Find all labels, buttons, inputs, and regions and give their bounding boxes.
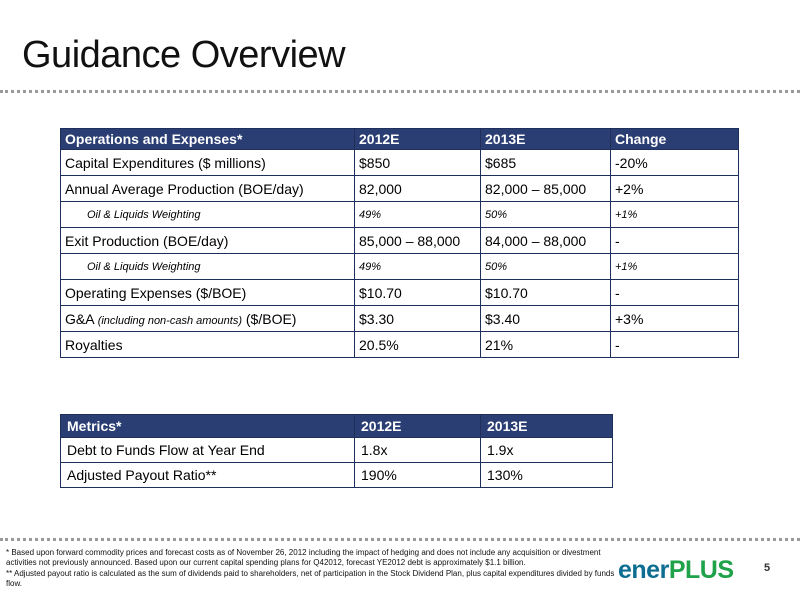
value-2013e: $685 xyxy=(480,149,611,176)
row-label: G&A xyxy=(65,310,94,327)
footnotes: * Based upon forward commodity prices an… xyxy=(6,548,616,589)
operations-table: Operations and Expenses* 2012E 2013E Cha… xyxy=(60,128,739,358)
header-2013e: 2013E xyxy=(480,128,611,150)
table-row: Adjusted Payout Ratio** 190% 130% xyxy=(60,462,613,488)
row-label: Capital Expenditures ($ millions) xyxy=(60,149,355,176)
title-divider xyxy=(0,90,800,93)
table-row: Operating Expenses ($/BOE) $10.70 $10.70… xyxy=(60,279,739,306)
row-label: Debt to Funds Flow at Year End xyxy=(60,437,355,463)
footnote-1: * Based upon forward commodity prices an… xyxy=(6,548,601,568)
table-row: Exit Production (BOE/day) 85,000 – 88,00… xyxy=(60,227,739,254)
row-label: Adjusted Payout Ratio** xyxy=(60,462,355,488)
value-change: -20% xyxy=(610,149,739,176)
value-change: - xyxy=(610,227,739,254)
table-header-row: Operations and Expenses* 2012E 2013E Cha… xyxy=(60,128,739,150)
value-2012e: $850 xyxy=(354,149,481,176)
value-2012e: 49% xyxy=(354,253,481,280)
value-2013e: 82,000 – 85,000 xyxy=(480,175,611,202)
row-label: Oil & Liquids Weighting xyxy=(60,253,355,280)
logo-text-ener: ener xyxy=(618,556,669,584)
value-2012e: 49% xyxy=(354,201,481,228)
value-2012e: 85,000 – 88,000 xyxy=(354,227,481,254)
row-label: Annual Average Production (BOE/day) xyxy=(60,175,355,202)
header-metrics: Metrics* xyxy=(60,414,355,438)
header-change: Change xyxy=(610,128,739,150)
table-row: Oil & Liquids Weighting 49% 50% +1% xyxy=(60,201,739,228)
row-label: Royalties xyxy=(60,331,355,358)
value-change: - xyxy=(610,279,739,306)
row-label-note: (including non-cash amounts) xyxy=(97,314,242,327)
row-label: Operating Expenses ($/BOE) xyxy=(60,279,355,306)
value-2012e: 190% xyxy=(354,462,481,488)
row-label: Oil & Liquids Weighting xyxy=(60,201,355,228)
footnote-2: ** Adjusted payout ratio is calculated a… xyxy=(6,568,615,588)
value-2013e: 84,000 – 88,000 xyxy=(480,227,611,254)
header-operations: Operations and Expenses* xyxy=(60,128,355,150)
page-title: Guidance Overview xyxy=(22,34,346,76)
value-2012e: 82,000 xyxy=(354,175,481,202)
value-change: - xyxy=(610,331,739,358)
value-2013e: 130% xyxy=(480,462,613,488)
value-2012e: 20.5% xyxy=(354,331,481,358)
logo-text-plus: PLUS xyxy=(668,556,734,584)
value-change: +1% xyxy=(610,253,739,280)
value-2013e: $10.70 xyxy=(480,279,611,306)
page-number: 5 xyxy=(764,562,771,574)
row-label: Exit Production (BOE/day) xyxy=(60,227,355,254)
value-2013e: 50% xyxy=(480,201,611,228)
table-row: Capital Expenditures ($ millions) $850 $… xyxy=(60,149,739,176)
value-2013e: 50% xyxy=(480,253,611,280)
header-2012e: 2012E xyxy=(354,128,481,150)
table-row: Oil & Liquids Weighting 49% 50% +1% xyxy=(60,253,739,280)
enerplus-logo: enerPLUS xyxy=(618,556,734,585)
value-change: +1% xyxy=(610,201,739,228)
value-2012e: $10.70 xyxy=(354,279,481,306)
value-change: +2% xyxy=(610,175,739,202)
metrics-table: Metrics* 2012E 2013E Debt to Funds Flow … xyxy=(60,414,613,488)
value-2013e: 1.9x xyxy=(480,437,613,463)
value-change: +3% xyxy=(610,305,739,332)
value-2013e: $3.40 xyxy=(480,305,611,332)
table-row: Annual Average Production (BOE/day) 82,0… xyxy=(60,175,739,202)
header-2013e: 2013E xyxy=(480,414,613,438)
table-row: G&A (including non-cash amounts) ($/BOE)… xyxy=(60,305,739,332)
table-header-row: Metrics* 2012E 2013E xyxy=(60,414,613,438)
footer-divider xyxy=(0,538,800,541)
row-label-cell: G&A (including non-cash amounts) ($/BOE) xyxy=(60,305,355,332)
header-2012e: 2012E xyxy=(354,414,481,438)
table-row: Debt to Funds Flow at Year End 1.8x 1.9x xyxy=(60,437,613,463)
value-2012e: 1.8x xyxy=(354,437,481,463)
table-row: Royalties 20.5% 21% - xyxy=(60,331,739,358)
value-2012e: $3.30 xyxy=(354,305,481,332)
value-2013e: 21% xyxy=(480,331,611,358)
row-label-suffix: ($/BOE) xyxy=(245,310,297,327)
